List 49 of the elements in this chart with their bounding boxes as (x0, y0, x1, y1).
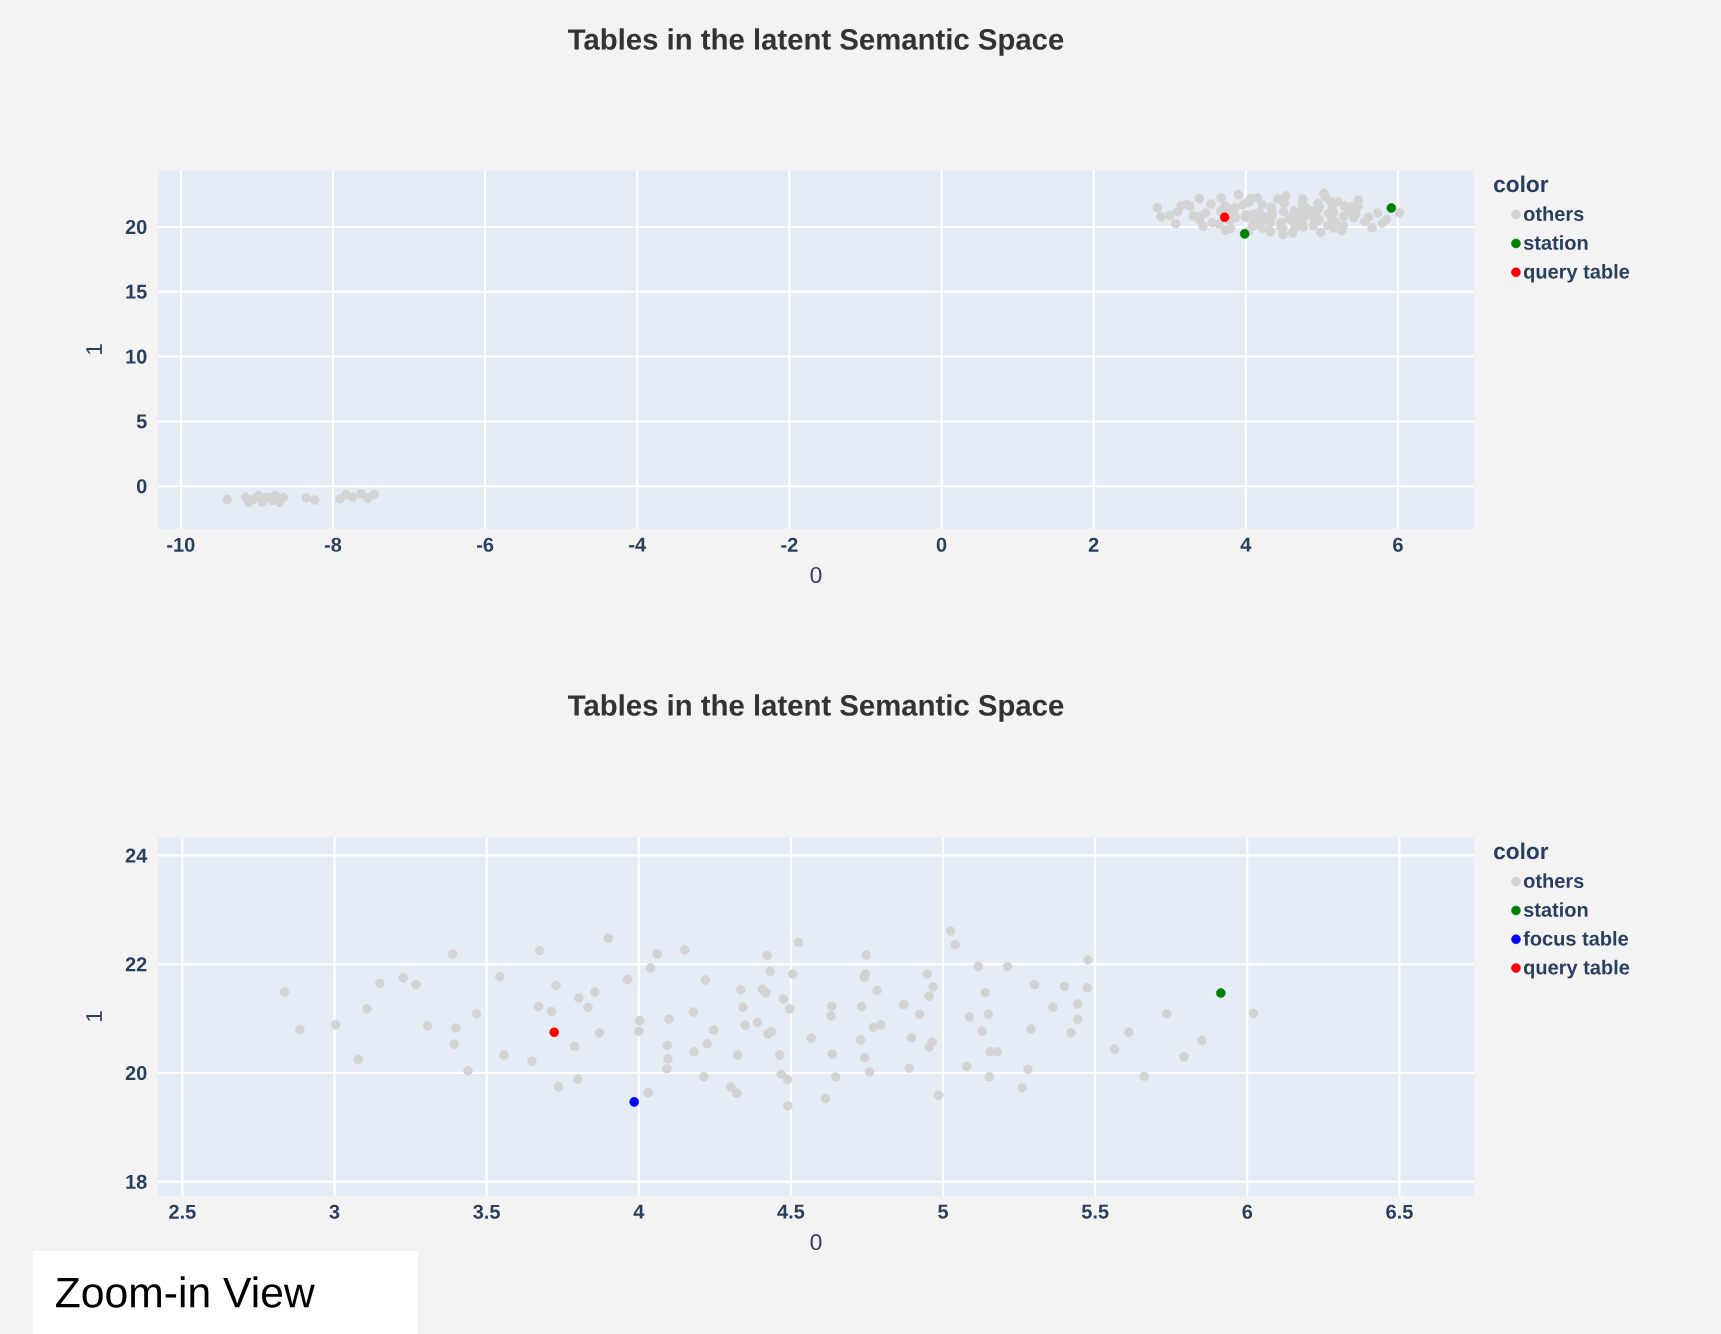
legend-label: station (1523, 902, 1588, 917)
x-tick-label: 3.5 (473, 1204, 500, 1219)
y-tick-label: 20 (125, 1065, 147, 1081)
y-axis-title: 1 (86, 344, 102, 355)
x-tick-label: 2 (1088, 537, 1099, 552)
legend-label: query table (1523, 959, 1630, 979)
x-tick-label: 4 (1240, 537, 1252, 552)
x-tick-label: -6 (476, 537, 494, 552)
y-axis-title: 1 (86, 1011, 102, 1022)
legend-label: station (1523, 235, 1588, 250)
x-tick-label: 4 (633, 1204, 645, 1219)
x-tick-label: 0 (936, 537, 947, 552)
x-tick-label: 4.5 (777, 1204, 805, 1219)
point (1216, 988, 1226, 998)
legend-title: color (1494, 175, 1549, 193)
y-tick-label: 0 (136, 479, 147, 494)
x-tick-label: -2 (781, 537, 798, 552)
point (629, 1097, 639, 1107)
point (1219, 212, 1230, 223)
y-tick-label: 24 (125, 848, 148, 863)
y-tick-label: 22 (125, 957, 147, 972)
text: Zoom-in View (56, 1276, 315, 1308)
x-tick-label: -10 (167, 537, 195, 552)
legend-label: others (1523, 206, 1584, 222)
x-tick-label: 2.5 (169, 1204, 196, 1219)
chart-title: Tables in the latent Semantic Space (568, 28, 1064, 56)
point (1239, 229, 1250, 239)
y-tick-label: 15 (126, 284, 147, 299)
x-tick-label: 6 (1242, 1204, 1253, 1219)
x-axis-title: 0 (810, 567, 822, 584)
y-tick-label: 20 (125, 219, 147, 235)
x-tick-label: 6 (1393, 537, 1403, 552)
legend-label: others (1523, 873, 1584, 889)
y-tick-label: 10 (126, 349, 147, 364)
y-tick-label: 5 (136, 414, 147, 429)
y-tick-label: 18 (126, 1174, 147, 1189)
x-tick-label: 6.5 (1386, 1204, 1413, 1219)
x-tick-label: -4 (629, 537, 647, 552)
x-tick-label: 5.5 (1081, 1204, 1109, 1219)
chart-title: Tables in the latent Semantic Space (568, 694, 1064, 722)
legend-label: focus table (1523, 930, 1629, 946)
x-tick-label: 3 (329, 1204, 340, 1219)
x-tick-label: -8 (324, 537, 342, 552)
point (1386, 203, 1397, 213)
legend-title: color (1494, 842, 1549, 860)
legend-label: query table (1523, 263, 1630, 283)
point (549, 1027, 559, 1038)
x-tick-label: 5 (938, 1204, 949, 1219)
x-axis-title: 0 (810, 1234, 822, 1251)
